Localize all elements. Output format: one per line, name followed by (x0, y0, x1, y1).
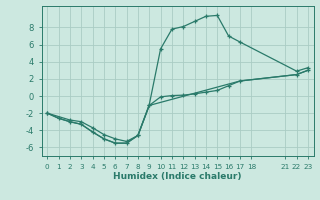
X-axis label: Humidex (Indice chaleur): Humidex (Indice chaleur) (113, 172, 242, 181)
